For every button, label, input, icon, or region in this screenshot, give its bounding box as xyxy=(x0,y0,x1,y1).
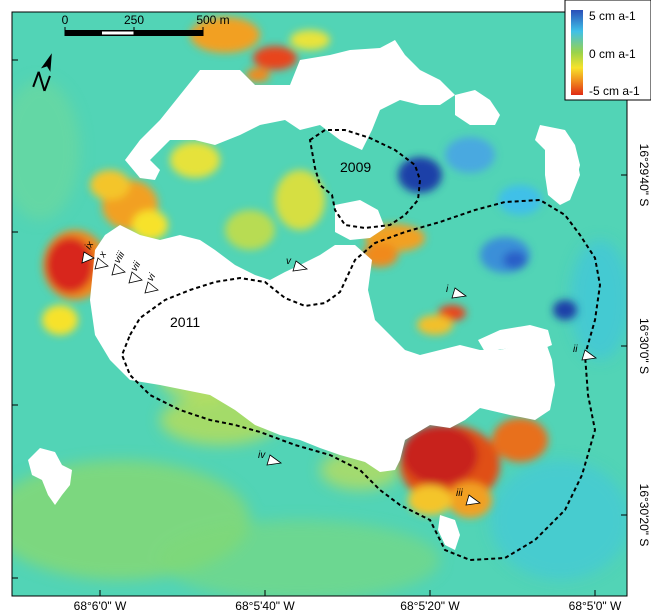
no-data-areas xyxy=(28,40,580,550)
site-i: i xyxy=(446,284,468,299)
scale-bar: 0 250 500 m xyxy=(62,13,230,36)
y-tick-label: 16°30'0" S xyxy=(637,318,651,374)
site-markers: i ii iii iv v vi vii viii xyxy=(81,239,598,506)
site-label: ii xyxy=(573,344,578,355)
site-x: x xyxy=(94,249,110,270)
site-ii: ii xyxy=(573,344,598,361)
y-tick-label: 16°30'20" S xyxy=(637,484,651,547)
site-label: v xyxy=(286,256,292,267)
north-arrow-icon xyxy=(32,53,52,92)
outline-2011 xyxy=(120,198,602,562)
legend-label-zero: 0 cm a-1 xyxy=(589,47,636,61)
x-tick-label: 68°5'40" W xyxy=(235,599,295,613)
scale-label-0: 0 xyxy=(62,13,69,27)
outline-label-2009: 2009 xyxy=(340,159,371,175)
outlines xyxy=(120,129,602,562)
map-frame xyxy=(11,11,628,597)
site-iii: iii xyxy=(456,488,482,506)
site-label: iv xyxy=(258,450,266,461)
x-tick-label: 68°6'0" W xyxy=(74,599,127,613)
scale-label-500: 500 m xyxy=(196,13,229,27)
legend-label-low: -5 cm a-1 xyxy=(589,84,640,98)
site-label: x xyxy=(97,249,110,261)
x-tick-label: 68°5'0" W xyxy=(569,599,622,613)
y-tick-labels: 16°29'40" S 16°30'0" S 16°30'20" S xyxy=(637,144,651,547)
map-raster xyxy=(12,12,627,596)
legend-colorbar xyxy=(571,10,583,95)
site-iv: iv xyxy=(258,450,283,466)
site-label: i xyxy=(446,284,449,295)
site-v: v xyxy=(286,256,309,272)
site-label: iii xyxy=(456,488,463,499)
x-tick-labels: 68°6'0" W 68°5'40" W 68°5'20" W 68°5'0" … xyxy=(74,599,622,613)
scale-label-250: 250 xyxy=(124,13,144,27)
x-tick-label: 68°5'20" W xyxy=(400,599,460,613)
y-tick-label: 16°29'40" S xyxy=(637,144,651,207)
legend: 5 cm a-1 0 cm a-1 -5 cm a-1 xyxy=(564,0,651,101)
legend-label-high: 5 cm a-1 xyxy=(589,9,636,23)
outline-label-2011: 2011 xyxy=(170,314,200,330)
axis-ticks xyxy=(12,59,627,596)
outline-2009 xyxy=(308,129,422,230)
